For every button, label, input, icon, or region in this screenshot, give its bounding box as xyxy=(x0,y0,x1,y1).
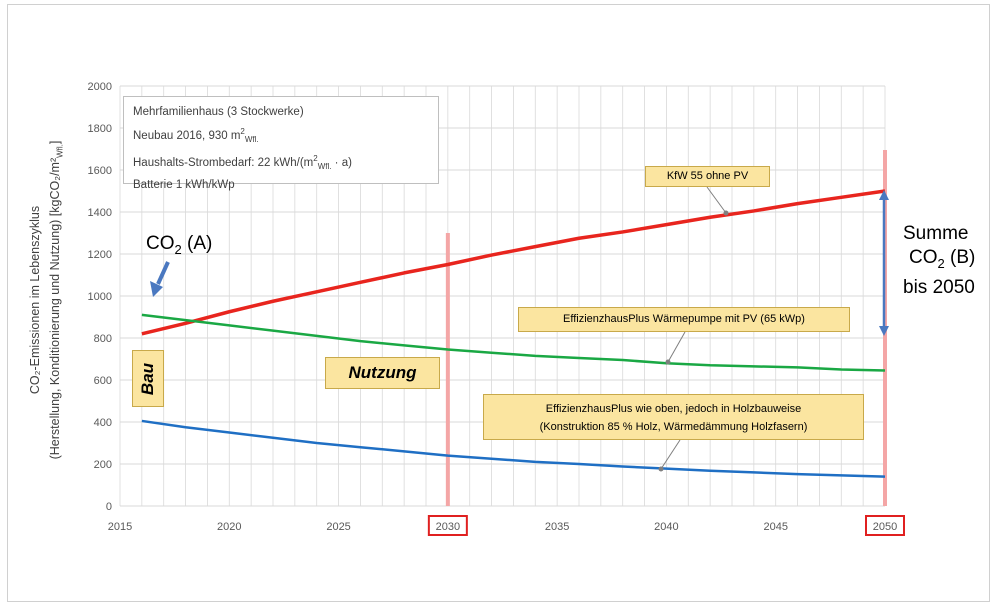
callout-effizienzhaus-plus: EffizienzhausPlus Wärmepumpe mit PV (65 … xyxy=(518,307,850,332)
y-tick-label-4: 800 xyxy=(94,333,112,345)
x-tick-label-5: 2040 xyxy=(654,521,678,533)
info-line-4: Batterie 1 kWh/kWp xyxy=(133,179,235,192)
summe-line-3: bis 2050 xyxy=(903,276,975,298)
y-tick-label-2: 400 xyxy=(94,417,112,429)
series-line-kfw55 xyxy=(141,189,886,336)
phase-nutzung: Nutzung xyxy=(325,357,440,389)
y-tick-label-5: 1000 xyxy=(88,291,112,303)
marker-2030 xyxy=(445,233,450,506)
x-tick-highlight-box-3 xyxy=(427,515,468,536)
y-tick-label-9: 1800 xyxy=(88,123,112,135)
callout-holz-line-1: EffizienzhausPlus wie oben, jedoch in Ho… xyxy=(545,403,802,415)
y-tick-label-7: 1400 xyxy=(88,207,112,219)
y-axis-label-line-2: (Herstellung, Konditionierung und Nutzun… xyxy=(48,140,65,460)
leader-kfw-dot xyxy=(723,210,729,216)
phase-bau: Bau xyxy=(132,350,164,407)
y-tick-label-8: 1600 xyxy=(88,165,112,177)
series-line-holzbauweise xyxy=(141,419,886,478)
leader-kfw xyxy=(706,186,727,214)
y-tick-label-6: 1200 xyxy=(88,249,112,261)
info-line-1: Mehrfamilienhaus (3 Stockwerke) xyxy=(133,106,304,118)
x-tick-label-2: 2025 xyxy=(326,521,350,533)
co2-a-arrow-shaft xyxy=(156,261,170,285)
series-line-effizienzhaus-plus xyxy=(141,313,886,372)
summe-double-arrow-head-top xyxy=(879,190,889,200)
summe-line-1: Summe xyxy=(903,223,969,244)
info-box: Mehrfamilienhaus (3 Stockwerke) Neubau 2… xyxy=(123,96,439,191)
x-tick-label-4: 2035 xyxy=(545,521,569,533)
callout-holz-line-2: (Konstruktion 85 % Holz, Wärmedämmung Ho… xyxy=(539,421,808,433)
callout-holzbauweise: EffizienzhausPlus wie oben, jedoch in Ho… xyxy=(483,394,864,440)
x-tick-label-7: 2050 xyxy=(873,521,897,533)
y-tick-label-0: 0 xyxy=(106,501,112,513)
co2-a-arrow-head xyxy=(150,281,163,297)
x-tick-label-0: 2015 xyxy=(108,521,132,533)
summe-double-arrow-head-bottom xyxy=(879,326,889,336)
x-tick-label-3: 2030 xyxy=(436,521,460,533)
x-tick-label-6: 2045 xyxy=(763,521,787,533)
y-tick-label-3: 600 xyxy=(94,375,112,387)
y-axis-label-line-1: CO₂-Emissionen im Lebenszyklus xyxy=(28,205,42,395)
leader-holz-dot xyxy=(658,466,664,472)
leader-holz xyxy=(660,439,681,470)
callout-kfw: KfW 55 ohne PV xyxy=(645,166,770,187)
summe-line-2: CO2 (B) xyxy=(909,247,976,271)
leader-plus-dot xyxy=(665,359,671,365)
summe-co2-b-label: Summe CO2 (B) bis 2050 xyxy=(903,222,998,300)
x-tick-label-1: 2020 xyxy=(217,521,241,533)
x-tick-highlight-box-7 xyxy=(865,515,905,536)
chart-frame xyxy=(7,4,990,602)
y-tick-label-10: 2000 xyxy=(88,81,112,93)
info-line-3: Haushalts-Strombedarf: 22 kWh/(m2Wfl. · … xyxy=(133,154,352,172)
info-line-2: Neubau 2016, 930 m2Wfl. xyxy=(133,127,259,145)
y-tick-label-1: 200 xyxy=(94,459,112,471)
co2-a-label: CO2 (A) xyxy=(146,233,213,257)
leader-plus xyxy=(667,331,686,363)
y-axis-label: CO₂-Emissionen im Lebenszyklus (Herstell… xyxy=(25,80,69,520)
